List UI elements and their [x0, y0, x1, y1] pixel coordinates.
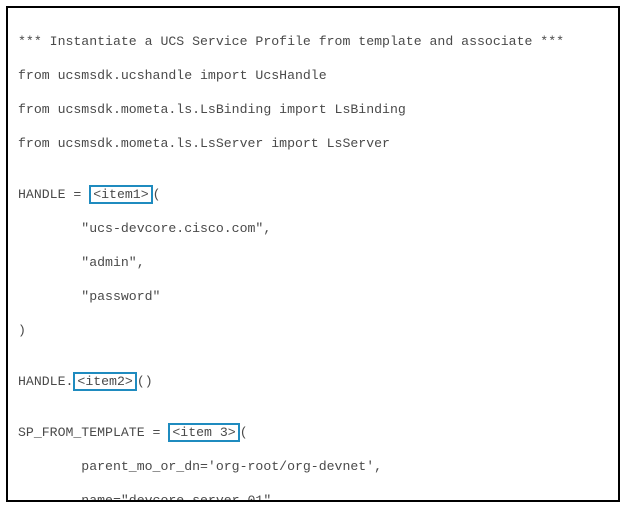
- code-line: ): [18, 322, 608, 339]
- code-line: HANDLE = <item1>(: [18, 186, 608, 203]
- placeholder-item2: <item2>: [73, 372, 136, 391]
- code-text: HANDLE =: [18, 187, 89, 202]
- placeholder-item1: <item1>: [89, 185, 152, 204]
- code-line: from ucsmsdk.mometa.ls.LsServer import L…: [18, 135, 608, 152]
- code-line: "admin",: [18, 254, 608, 271]
- code-line: name="devcore-server-01",: [18, 492, 608, 502]
- code-line: from ucsmsdk.mometa.ls.LsBinding import …: [18, 101, 608, 118]
- code-text: (: [153, 187, 161, 202]
- outer-frame: *** Instantiate a UCS Service Profile fr…: [0, 0, 626, 508]
- code-line: parent_mo_or_dn='org-root/org-devnet',: [18, 458, 608, 475]
- code-line: HANDLE.<item2>(): [18, 373, 608, 390]
- code-text: SP_FROM_TEMPLATE =: [18, 425, 168, 440]
- code-text: HANDLE.: [18, 374, 73, 389]
- code-text: (: [240, 425, 248, 440]
- code-line: SP_FROM_TEMPLATE = <item 3>(: [18, 424, 608, 441]
- placeholder-item3: <item 3>: [168, 423, 239, 442]
- code-box: *** Instantiate a UCS Service Profile fr…: [6, 6, 620, 502]
- code-line: "password": [18, 288, 608, 305]
- code-line: "ucs-devcore.cisco.com",: [18, 220, 608, 237]
- code-line: *** Instantiate a UCS Service Profile fr…: [18, 33, 608, 50]
- code-line: from ucsmsdk.ucshandle import UcsHandle: [18, 67, 608, 84]
- code-text: (): [137, 374, 153, 389]
